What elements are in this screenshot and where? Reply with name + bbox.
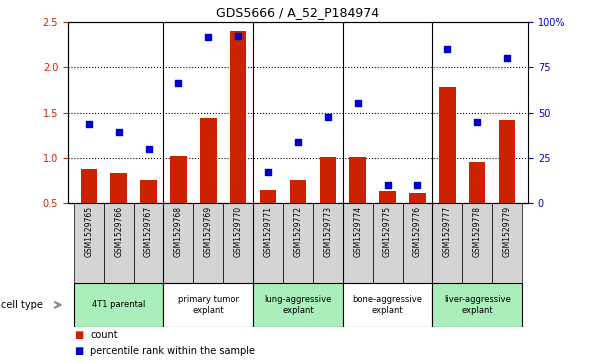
Bar xyxy=(432,283,522,327)
Text: GSM1529769: GSM1529769 xyxy=(204,206,213,257)
Bar xyxy=(492,203,522,283)
Point xyxy=(473,119,482,125)
Text: bone-aggressive
explant: bone-aggressive explant xyxy=(353,295,422,315)
Point xyxy=(114,130,123,135)
Title: GDS5666 / A_52_P184974: GDS5666 / A_52_P184974 xyxy=(217,6,379,19)
Bar xyxy=(283,203,313,283)
Text: GSM1529773: GSM1529773 xyxy=(323,206,332,257)
Text: GSM1529771: GSM1529771 xyxy=(264,206,273,257)
Text: GSM1529765: GSM1529765 xyxy=(84,206,93,257)
Text: GSM1529772: GSM1529772 xyxy=(293,206,303,257)
Bar xyxy=(343,203,373,283)
Text: ■: ■ xyxy=(74,330,83,340)
Point xyxy=(293,140,303,146)
Bar xyxy=(81,169,97,203)
Point xyxy=(173,81,183,86)
Text: GSM1529777: GSM1529777 xyxy=(443,206,452,257)
Bar xyxy=(349,157,366,203)
Point xyxy=(442,46,452,52)
Point xyxy=(144,146,153,152)
Bar xyxy=(74,203,104,283)
Point xyxy=(84,121,93,127)
Point xyxy=(234,33,243,39)
Bar xyxy=(163,203,194,283)
Point xyxy=(204,34,213,40)
Bar xyxy=(74,283,163,327)
Text: 4T1 parental: 4T1 parental xyxy=(92,301,145,309)
Text: ■: ■ xyxy=(74,346,83,356)
Bar xyxy=(110,174,127,203)
Text: GSM1529775: GSM1529775 xyxy=(383,206,392,257)
Bar xyxy=(313,203,343,283)
Bar xyxy=(253,283,343,327)
Point xyxy=(323,114,333,120)
Bar xyxy=(133,203,163,283)
Text: lung-aggressive
explant: lung-aggressive explant xyxy=(264,295,332,315)
Text: GSM1529767: GSM1529767 xyxy=(144,206,153,257)
Bar xyxy=(463,203,492,283)
Bar xyxy=(260,189,276,203)
Point xyxy=(263,169,273,175)
Bar xyxy=(163,283,253,327)
Text: percentile rank within the sample: percentile rank within the sample xyxy=(90,346,255,356)
Bar xyxy=(432,203,463,283)
Text: cell type: cell type xyxy=(1,300,43,310)
Point xyxy=(383,182,392,188)
Point xyxy=(353,99,362,105)
Bar xyxy=(439,87,455,203)
Text: GSM1529778: GSM1529778 xyxy=(473,206,482,257)
Bar xyxy=(140,180,157,203)
Text: count: count xyxy=(90,330,118,340)
Text: GSM1529766: GSM1529766 xyxy=(114,206,123,257)
Bar xyxy=(379,191,396,203)
Bar xyxy=(223,203,253,283)
Bar xyxy=(170,156,186,203)
Bar xyxy=(499,120,515,203)
Point xyxy=(503,55,512,61)
Text: GSM1529779: GSM1529779 xyxy=(503,206,512,257)
Text: liver-aggressive
explant: liver-aggressive explant xyxy=(444,295,511,315)
Bar xyxy=(402,203,432,283)
Text: GSM1529768: GSM1529768 xyxy=(174,206,183,257)
Text: primary tumor
explant: primary tumor explant xyxy=(178,295,239,315)
Text: GSM1529770: GSM1529770 xyxy=(234,206,242,257)
Bar xyxy=(409,193,426,203)
Bar xyxy=(343,283,432,327)
Text: GSM1529774: GSM1529774 xyxy=(353,206,362,257)
Bar xyxy=(200,118,217,203)
Bar xyxy=(373,203,402,283)
Bar xyxy=(290,180,306,203)
Point xyxy=(413,182,422,188)
Bar xyxy=(194,203,223,283)
Bar xyxy=(320,157,336,203)
Text: GSM1529776: GSM1529776 xyxy=(413,206,422,257)
Bar xyxy=(104,203,133,283)
Bar xyxy=(253,203,283,283)
Bar xyxy=(469,162,486,203)
Bar xyxy=(230,31,247,203)
